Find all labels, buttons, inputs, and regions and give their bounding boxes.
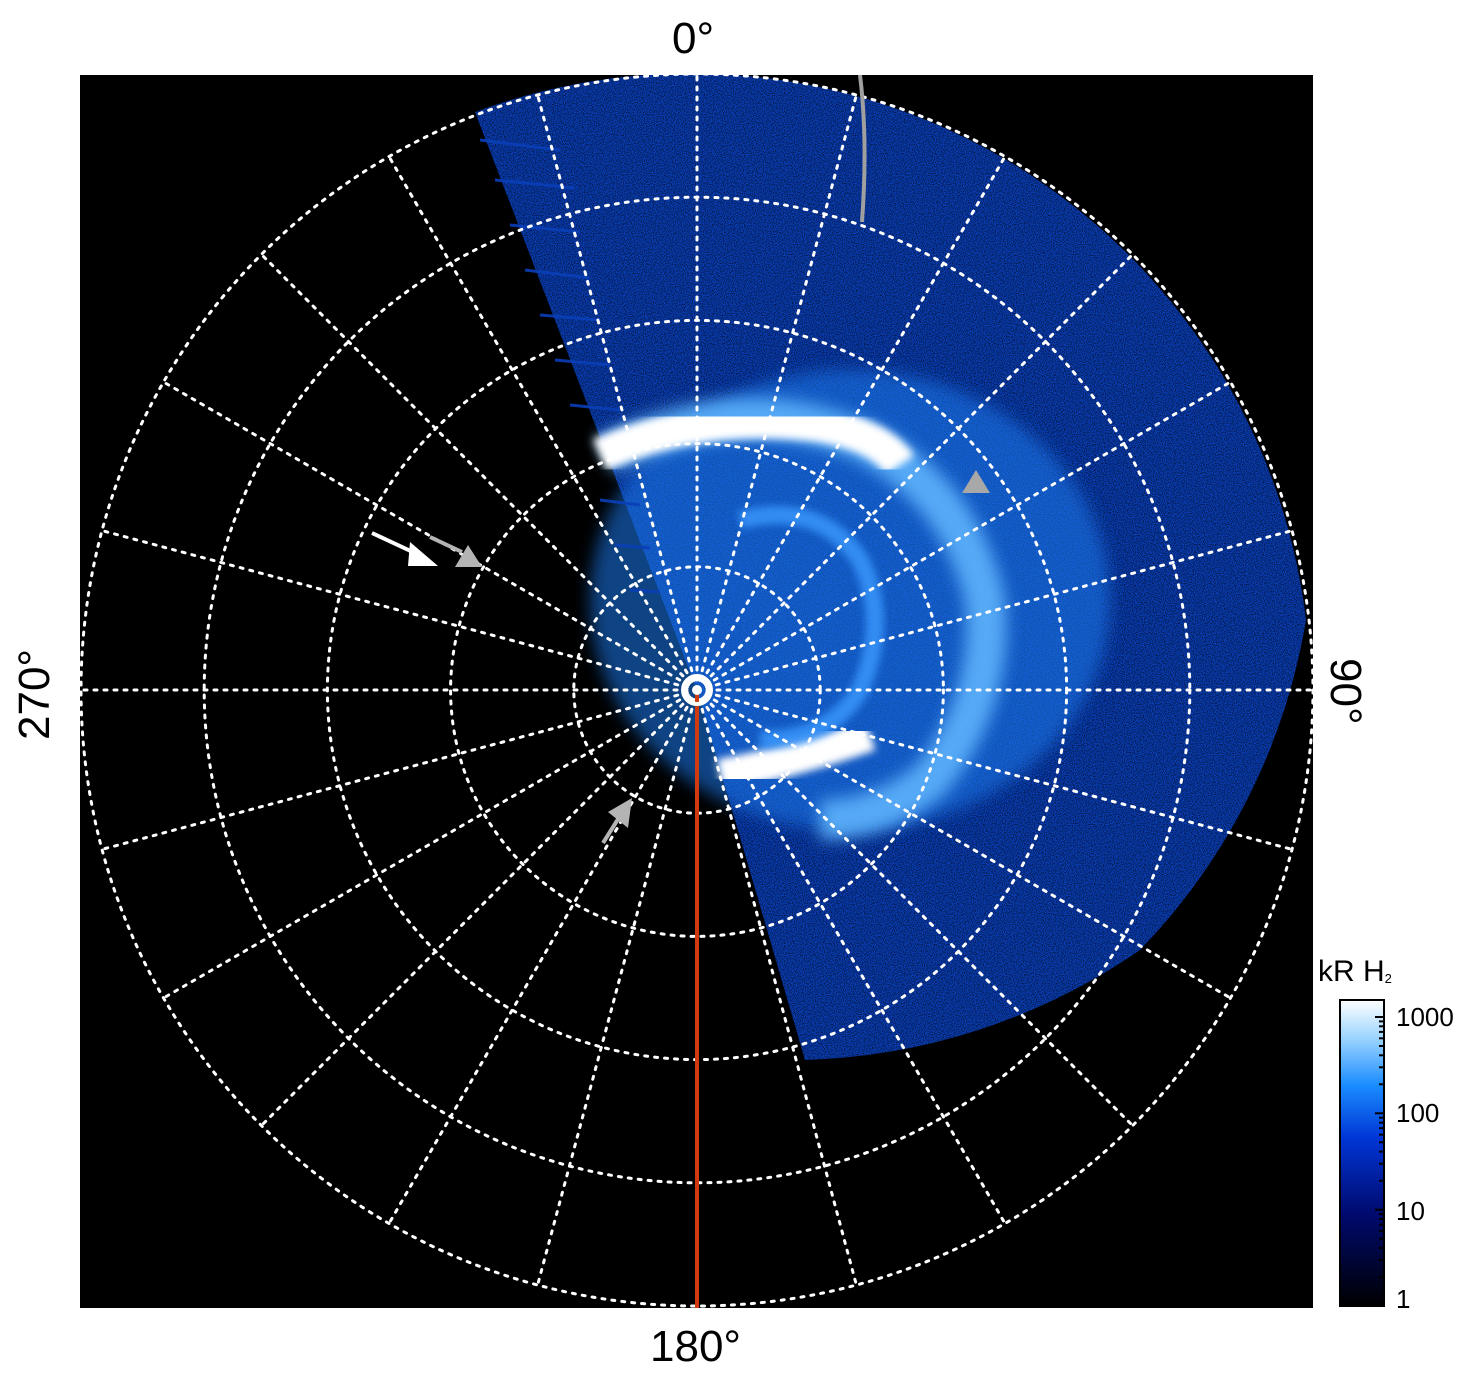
longitude-spoke bbox=[387, 688, 699, 1225]
track-line bbox=[858, 75, 867, 223]
longitude-spoke bbox=[695, 155, 1007, 692]
longitude-spoke bbox=[100, 529, 699, 692]
longitude-spoke bbox=[695, 688, 1294, 851]
label-0-deg: 0° bbox=[672, 14, 715, 63]
longitude-spoke bbox=[536, 688, 699, 1287]
pole-marker bbox=[681, 674, 713, 706]
colorbar-tick-1000: 1000 bbox=[1396, 1002, 1454, 1032]
longitude-spoke bbox=[536, 93, 699, 692]
arrow-gray-left bbox=[429, 535, 482, 567]
longitude-spoke bbox=[695, 688, 858, 1287]
longitude-spoke bbox=[695, 688, 1232, 1000]
longitude-spoke bbox=[387, 155, 699, 692]
longitude-spoke bbox=[695, 688, 1007, 1225]
colorbar-tick-10: 10 bbox=[1396, 1196, 1425, 1226]
longitude-spoke bbox=[100, 688, 699, 851]
longitude-spoke bbox=[162, 688, 699, 1000]
latitude-circle bbox=[449, 442, 945, 938]
colorbar bbox=[1339, 999, 1385, 1307]
longitude-spoke bbox=[695, 93, 858, 692]
label-90-deg: 90° bbox=[1321, 658, 1370, 725]
longitude-spoke bbox=[259, 252, 699, 692]
longitude-spoke bbox=[695, 380, 1232, 692]
longitude-spoke bbox=[695, 252, 1135, 692]
label-180-deg: 180° bbox=[650, 1322, 742, 1371]
colorbar-gradient bbox=[1339, 999, 1385, 1307]
colorbar-tick-1: 1 bbox=[1396, 1284, 1411, 1314]
longitude-spoke bbox=[162, 380, 699, 692]
triangle-marker bbox=[962, 470, 990, 493]
arrow-gray-lower bbox=[601, 798, 632, 845]
longitude-spoke bbox=[695, 688, 1135, 1128]
arrow-white bbox=[371, 531, 438, 566]
colorbar-tick-100: 100 bbox=[1396, 1098, 1440, 1128]
colorbar-title: kR H2 bbox=[1318, 955, 1392, 988]
label-270-deg: 270° bbox=[10, 648, 59, 740]
longitude-spoke bbox=[259, 688, 699, 1128]
longitude-spoke bbox=[695, 529, 1294, 692]
emission-region bbox=[475, 75, 1306, 1060]
